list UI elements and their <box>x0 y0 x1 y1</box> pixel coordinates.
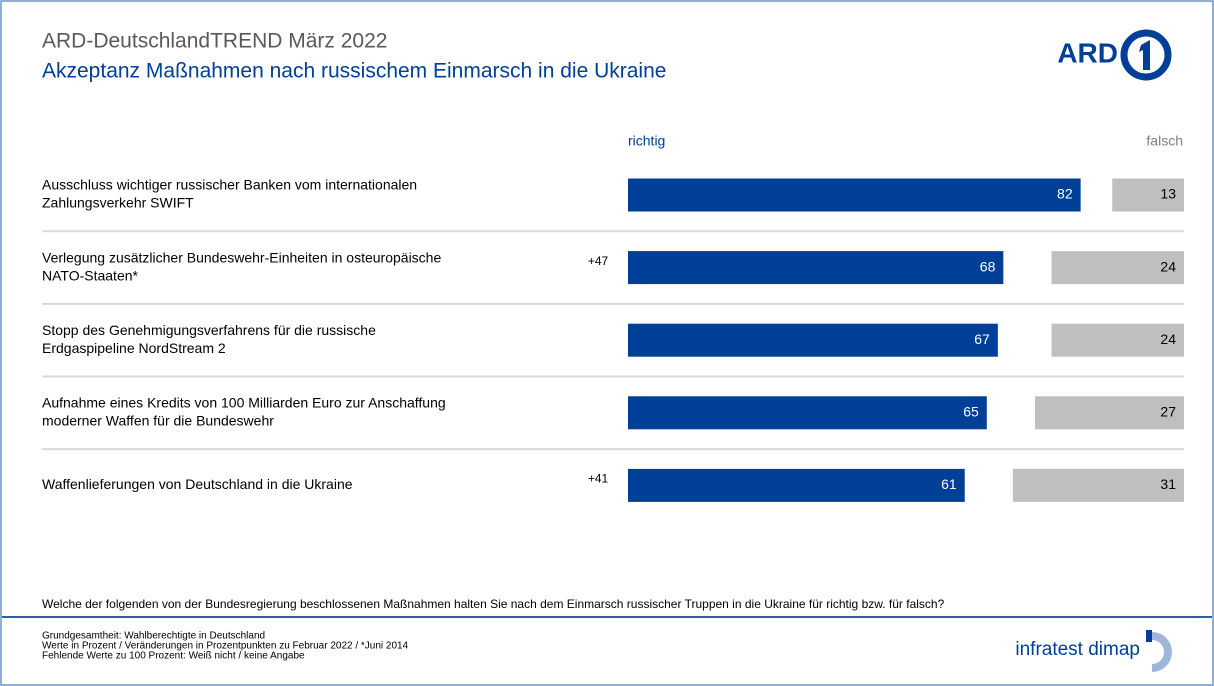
footer-logo-mark <box>1151 632 1172 672</box>
bar-falsch <box>1051 323 1184 357</box>
footnote: Fehlende Werte zu 100 Prozent: Weiß nich… <box>42 651 305 662</box>
bar-falsch <box>1012 468 1184 502</box>
bar-richtig <box>628 251 1004 285</box>
title: ARD-DeutschlandTREND März 2022 <box>42 30 387 53</box>
value-label: 13 <box>1160 186 1176 202</box>
category-label: Erdgaspipeline NordStream 2 <box>42 340 226 356</box>
value-label: 68 <box>980 258 996 274</box>
value-label: 27 <box>1160 404 1176 420</box>
value-label: 82 <box>1057 186 1073 202</box>
category-label: Verlegung zusätzlicher Bundeswehr-Einhei… <box>42 249 441 265</box>
value-label: 61 <box>941 476 957 492</box>
logo-one <box>1139 40 1150 70</box>
subtitle: Akzeptanz Maßnahmen nach russischem Einm… <box>42 60 666 83</box>
value-label: 24 <box>1160 258 1176 274</box>
question: Welche der folgenden von der Bundesregie… <box>42 597 945 611</box>
logo: ARD <box>1057 37 1118 68</box>
bar-richtig <box>628 323 998 357</box>
category-label: Waffenlieferungen von Deutschland in die… <box>42 476 353 492</box>
bar-falsch <box>1034 396 1184 430</box>
bar-falsch <box>1112 178 1184 212</box>
bar-richtig <box>628 178 1081 212</box>
category-label: Stopp des Genehmigungsverfahrens für die… <box>42 322 376 338</box>
change-label: +47 <box>588 254 609 268</box>
footnote: Grundgesamtheit: Wahlberechtigte in Deut… <box>42 631 265 642</box>
category-label: Aufnahme eines Kredits von 100 Milliarde… <box>42 395 446 411</box>
bar-richtig <box>628 396 987 430</box>
legend-richtig: richtig <box>628 133 665 149</box>
value-label: 67 <box>974 331 990 347</box>
value-label: 24 <box>1160 331 1176 347</box>
footer-logo-mark <box>1146 630 1152 642</box>
category-label: NATO-Staaten* <box>42 267 139 283</box>
value-label: 31 <box>1160 476 1176 492</box>
category-label: Ausschluss wichtiger russischer Banken v… <box>42 177 417 193</box>
bar-falsch <box>1051 251 1184 285</box>
logo-ring <box>1120 29 1172 81</box>
category-label: moderner Waffen für die Bundeswehr <box>42 413 274 429</box>
footnote: Werte in Prozent / Veränderungen in Proz… <box>42 641 409 652</box>
legend-falsch: falsch <box>1146 133 1183 149</box>
footer-logo: infratest dimap <box>1015 639 1140 660</box>
category-label: Zahlungsverkehr SWIFT <box>42 195 194 211</box>
bar-richtig <box>628 468 965 502</box>
value-label: 65 <box>963 404 979 420</box>
change-label: +41 <box>588 472 609 486</box>
